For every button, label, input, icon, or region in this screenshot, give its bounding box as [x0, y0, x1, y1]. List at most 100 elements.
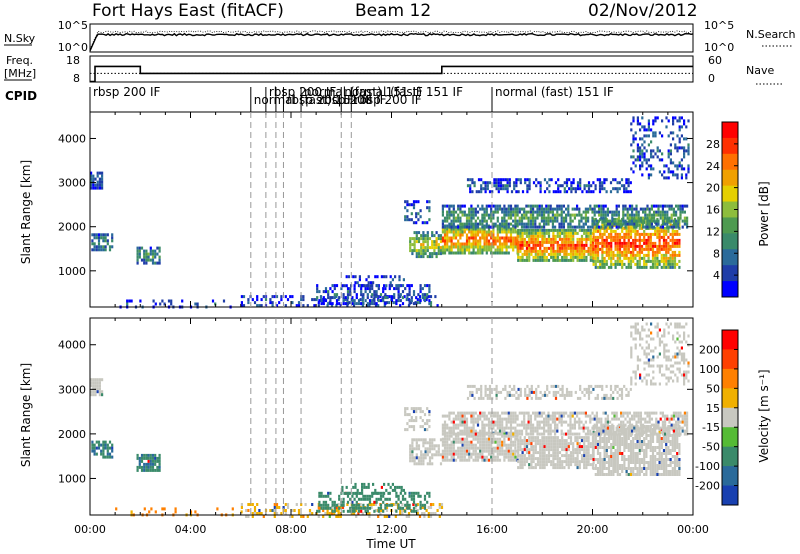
echo-cell-6 [618, 253, 622, 257]
echo-cell-5 [552, 460, 555, 464]
echo-cell-7 [565, 207, 568, 211]
echo-cell-3 [411, 450, 414, 454]
echo-cell-13 [428, 218, 431, 222]
echo-cell-6 [656, 247, 659, 251]
echo-cell-7 [569, 225, 572, 229]
echo-cell-11 [366, 287, 369, 291]
echo-cell-7 [587, 414, 590, 418]
echo-cell-4 [490, 458, 493, 462]
echo-cell-9 [663, 176, 666, 180]
echo-cell-7 [679, 411, 682, 415]
echo-cell-5 [556, 252, 559, 256]
echo-cell-8 [543, 190, 547, 194]
echo-cell-5 [552, 439, 555, 443]
echo-cell-6 [621, 244, 624, 248]
echo-cell-6 [612, 431, 615, 434]
echo-cell-3 [411, 453, 414, 457]
echo-cell-4 [465, 236, 469, 240]
echo-cell-7 [681, 210, 684, 214]
echo-cell-8 [477, 387, 481, 391]
echo-cell-2 [147, 459, 150, 463]
echo-cell-5 [550, 448, 553, 452]
echo-cell-7 [635, 210, 638, 214]
echo-cell-7 [642, 426, 645, 430]
echo-cell-7 [470, 204, 473, 208]
echo-cell-6 [621, 470, 624, 473]
echo-cell-5 [521, 234, 524, 238]
echo-cell-7 [498, 414, 502, 418]
echo-cell-9 [647, 119, 650, 123]
echo-cell-5 [541, 237, 544, 241]
echo-cell-4 [507, 446, 510, 450]
echo-cell-2 [151, 249, 155, 253]
echo-cell-6 [623, 449, 626, 452]
echo-cell-4 [476, 227, 480, 231]
echo-cell-8 [565, 178, 569, 182]
power-cbar-label-4: 12 [706, 225, 720, 238]
echo-cell-7 [565, 213, 568, 217]
echo-cell-4 [503, 236, 506, 240]
echo-cell-7 [503, 204, 506, 208]
echo-cell-6 [607, 446, 611, 449]
echo-cell-7 [534, 426, 537, 430]
echo-cell-4 [474, 239, 477, 243]
echo-cell-5 [528, 249, 531, 253]
echo-cell-5 [530, 240, 533, 244]
echo-cell-6 [594, 229, 597, 233]
echo-cell-5 [534, 466, 537, 470]
echo-cell-9 [647, 134, 650, 138]
echo-cell-11 [421, 296, 424, 300]
echo-cell-4 [465, 248, 469, 252]
echo-cell-2 [143, 252, 146, 256]
echo-cell-4 [514, 239, 517, 243]
echo-cell-7 [567, 423, 570, 427]
echo-cell-4 [483, 446, 486, 450]
echo-cell-3 [424, 240, 427, 244]
echo-cell-7 [450, 429, 453, 433]
echo-cell-7 [604, 204, 607, 208]
echo-cell-7 [661, 207, 664, 211]
echo-cell-7 [595, 432, 598, 436]
echo-cell-1 [97, 236, 101, 240]
echo-cell-4 [463, 458, 466, 462]
echo-cell-1 [102, 452, 105, 456]
echo-cell-8 [625, 190, 628, 194]
echo-cell-10 [271, 301, 274, 305]
echo-cell-5 [547, 442, 551, 446]
echo-cell-5 [576, 454, 579, 458]
echo-cell-5 [567, 258, 570, 262]
echo-cell-6 [632, 473, 635, 476]
echo-cell-7 [463, 411, 466, 415]
echo-cell-7 [540, 210, 543, 214]
echo-cell-7 [525, 213, 528, 217]
echo-cell-4 [498, 446, 502, 450]
echo-cell-3 [426, 255, 429, 259]
echo-cell-0 [96, 183, 99, 187]
echo-cell-6 [676, 238, 679, 242]
echo-cell-5 [519, 240, 522, 244]
echo-cell-14 [170, 302, 173, 306]
echo-cell-6 [638, 470, 641, 473]
echo-cell-9 [665, 125, 668, 129]
echo-cell-7 [679, 426, 682, 430]
echo-cell-1 [91, 446, 94, 450]
echo-cell-5 [532, 454, 535, 458]
power-cbar-label-3: 16 [706, 204, 720, 217]
echo-cell-11 [344, 296, 347, 300]
echo-cell-5 [528, 240, 531, 244]
echo-cell-7 [659, 426, 662, 430]
echo-cell-6 [651, 262, 655, 266]
echo-cell-7 [617, 213, 620, 217]
echo-cell-7 [666, 414, 669, 418]
echo-cell-9 [678, 161, 681, 165]
echo-cell-9 [672, 173, 675, 177]
echo-cell-7 [644, 417, 647, 421]
echo-cell-6 [612, 440, 615, 443]
echo-cell-7 [617, 216, 620, 220]
echo-cell-4 [487, 227, 491, 231]
echo-cell-7 [655, 432, 658, 436]
echo-cell-6 [616, 244, 619, 248]
echo-cell-6 [647, 461, 650, 464]
echo-cell-13 [417, 212, 420, 216]
echo-cell-12 [352, 275, 355, 279]
